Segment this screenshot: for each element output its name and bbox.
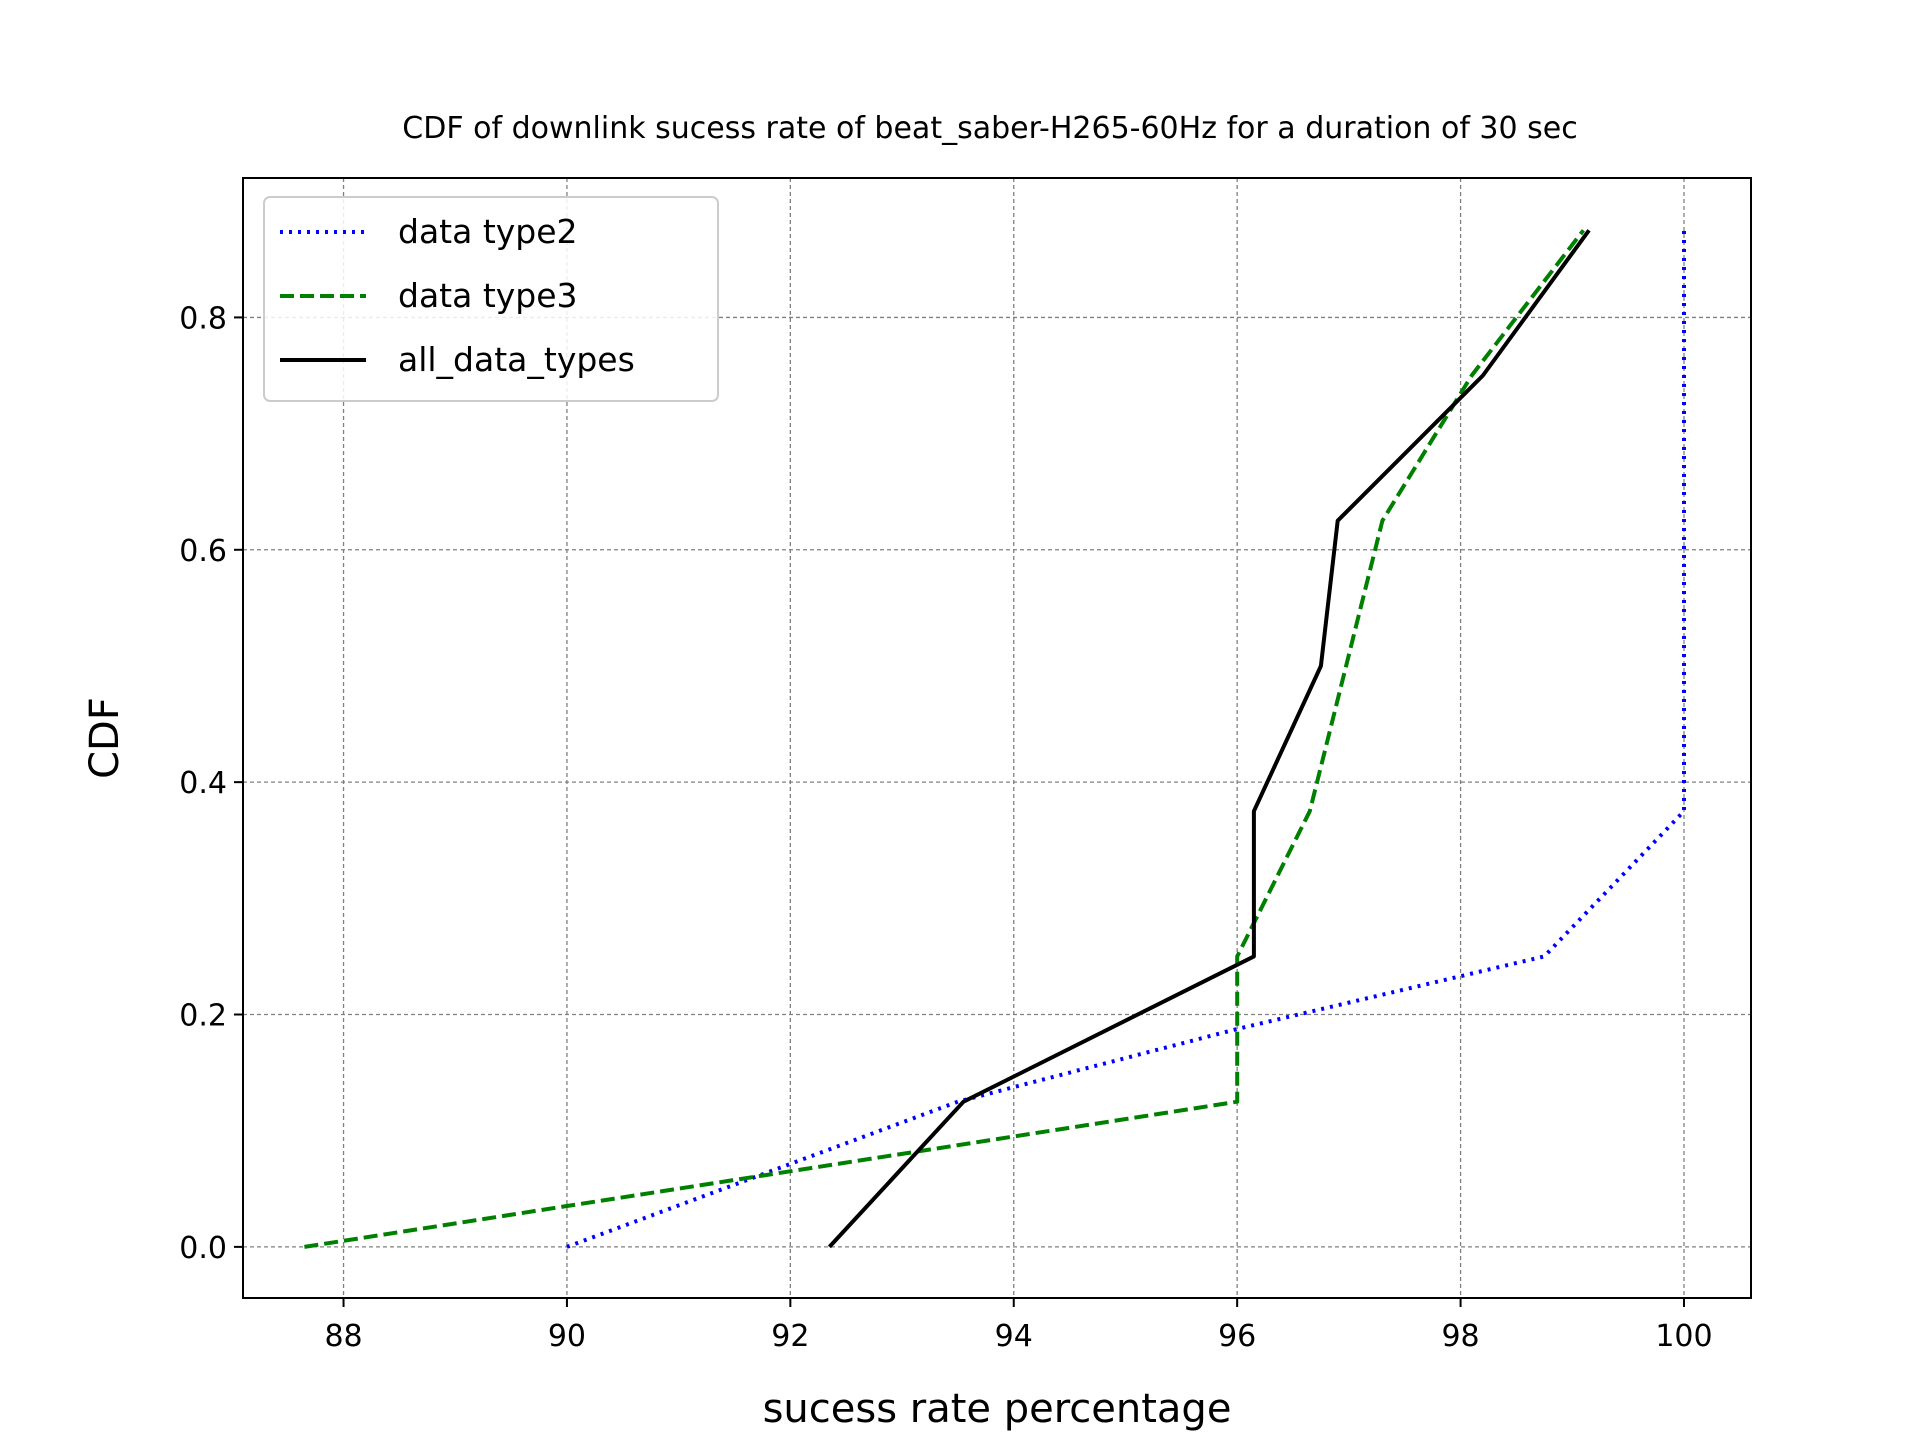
- grid: [243, 178, 1751, 1298]
- legend-label-data-type3: data type3: [398, 276, 578, 315]
- legend-label-all-data-types: all_data_types: [398, 340, 635, 379]
- series-line-all-data-types: [827, 229, 1591, 1249]
- y-tick-label: 0.0: [179, 1231, 227, 1266]
- legend: data type2 data type3 all_data_types: [263, 196, 719, 402]
- y-tick-label: 0.6: [179, 534, 227, 569]
- y-axis: 0.0 0.2 0.4 0.6 0.8: [179, 301, 243, 1266]
- x-tick-label: 96: [1218, 1319, 1256, 1354]
- x-tick-label: 98: [1441, 1319, 1479, 1354]
- y-tick-label: 0.4: [179, 766, 227, 801]
- x-tick-label: 100: [1655, 1319, 1712, 1354]
- series-line-data-type3: [304, 229, 1585, 1249]
- x-axis: 88 90 92 94 96 98 100: [324, 1298, 1713, 1354]
- legend-box: [263, 196, 719, 402]
- y-tick-label: 0.2: [179, 999, 227, 1034]
- legend-items: data type2 data type3 all_data_types: [280, 212, 635, 379]
- x-axis-label: sucess rate percentage: [763, 1386, 1232, 1432]
- legend-label-data-type2: data type2: [398, 212, 578, 251]
- series-line-data-type2: [566, 230, 1686, 1249]
- y-axis-label: CDF: [82, 697, 128, 779]
- x-tick-label: 88: [324, 1319, 362, 1354]
- x-tick-label: 92: [771, 1319, 809, 1354]
- series-layer: [304, 229, 1686, 1249]
- plot-frame: [242, 177, 1752, 1299]
- x-tick-label: 90: [548, 1319, 586, 1354]
- y-tick-label: 0.8: [179, 301, 227, 336]
- x-tick-label: 94: [995, 1319, 1033, 1354]
- chart-title: CDF of downlink sucess rate of beat_sabe…: [402, 111, 1577, 146]
